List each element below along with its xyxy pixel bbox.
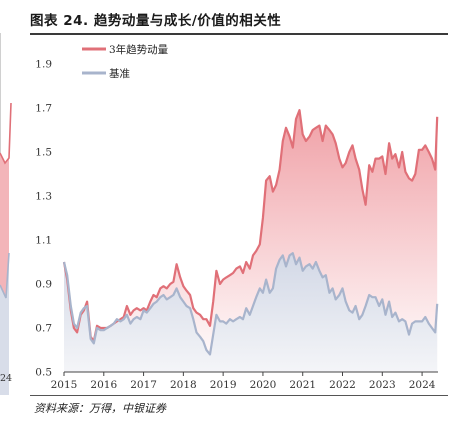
title-rule (30, 33, 448, 35)
y-tick-label-3: 1.1 (35, 235, 52, 247)
x-tick-label-1: 2016 (90, 379, 117, 391)
y-tick-label-4: 1.3 (35, 191, 52, 203)
x-tick-label-4: 2019 (210, 379, 237, 391)
left-panel-fragment: 24 (0, 33, 13, 395)
y-tick-label-2: 0.9 (35, 279, 52, 291)
left-panel-baseline-line (0, 252, 10, 299)
legend-label-baseline: 基准 (109, 67, 130, 80)
y-tick-label-1: 0.7 (35, 323, 52, 335)
legend-label-momentum: 3年趋势动量 (109, 43, 169, 56)
x-tick-label-7: 2022 (329, 379, 356, 391)
bottom-rule (30, 395, 448, 396)
x-tick-label-9: 2024 (409, 379, 436, 391)
source-note: 资料来源：万得，中银证券 (34, 402, 166, 415)
y-tick-label-5: 1.5 (35, 147, 52, 159)
x-tick-label-2: 2017 (130, 379, 157, 391)
left-panel-momentum-line (0, 102, 12, 165)
x-tick-label-3: 2018 (170, 379, 197, 391)
left-panel-tick-fragment: 24 (0, 373, 13, 384)
x-tick-label-5: 2020 (250, 379, 277, 391)
y-tick-label-0: 0.5 (35, 367, 52, 379)
axes-layer: 0.5 0.7 0.9 1.1 1.3 1.5 1.7 1.9 2015 2016 2017 2018… (35, 59, 438, 391)
area-layer (64, 110, 438, 372)
left-panel-clipped-area (0, 102, 12, 395)
y-tick-label-6: 1.7 (35, 103, 52, 115)
y-tick-label-7: 1.9 (35, 59, 52, 71)
series-line-baseline (62, 252, 439, 356)
x-tick-label-6: 2021 (289, 379, 316, 391)
line-layer (62, 109, 439, 356)
x-tick-label-8: 2023 (369, 379, 396, 391)
x-tick-label-0: 2015 (51, 379, 78, 391)
series-line-momentum (62, 109, 439, 343)
figure-title: 图表 24. 趋势动量与成长/价值的相关性 (30, 13, 282, 29)
